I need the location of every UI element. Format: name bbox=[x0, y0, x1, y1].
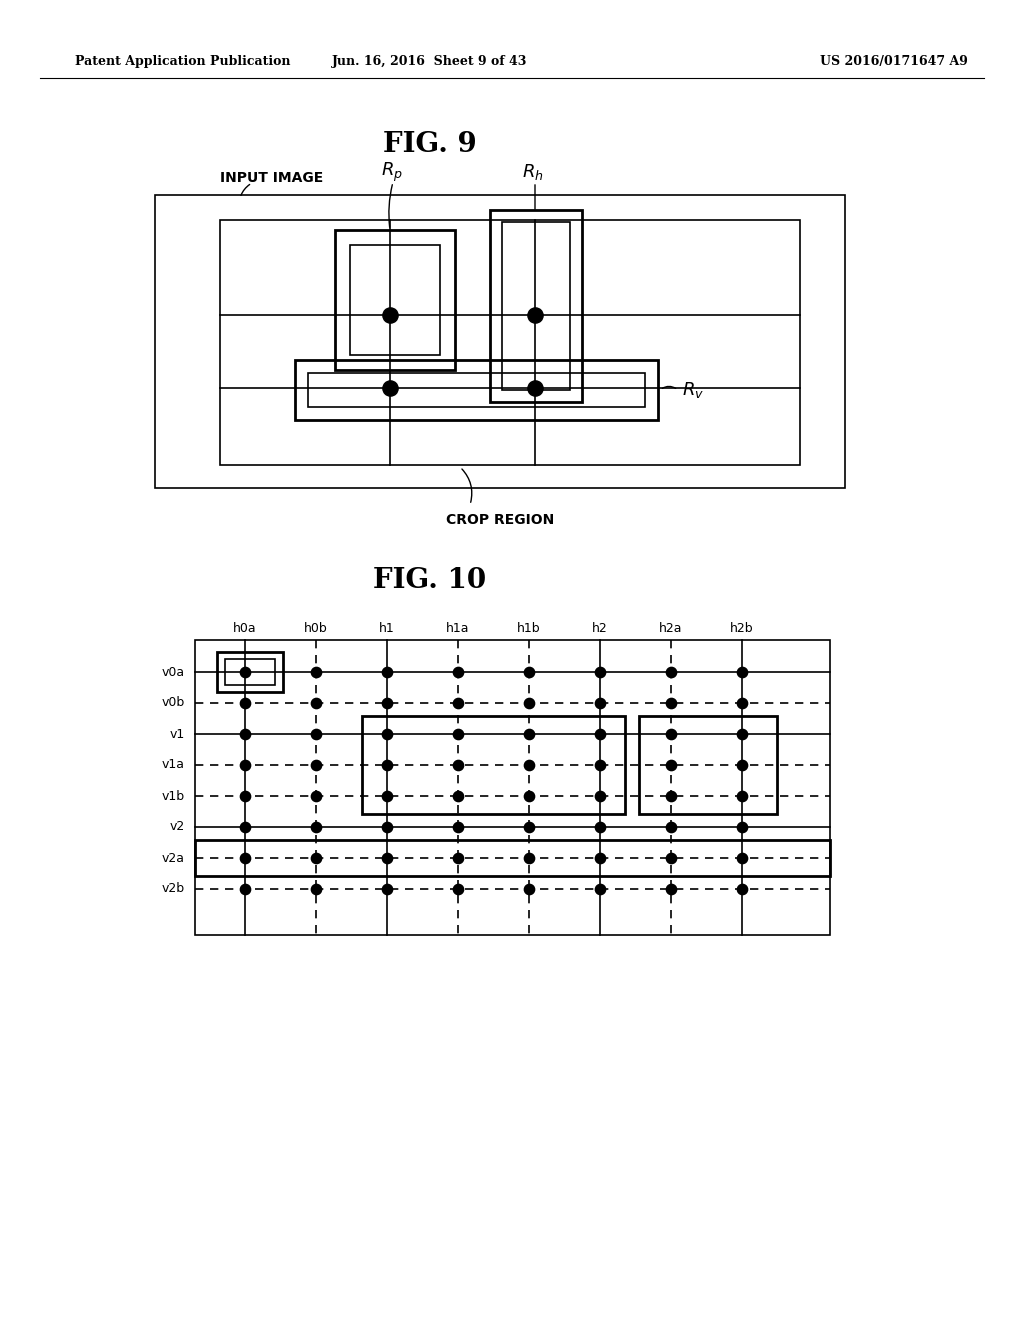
Point bbox=[526, 305, 543, 326]
Point bbox=[237, 878, 253, 899]
Text: v1b: v1b bbox=[162, 789, 185, 803]
Point bbox=[521, 785, 538, 807]
Point bbox=[379, 785, 395, 807]
Point bbox=[663, 847, 679, 869]
Text: Jun. 16, 2016  Sheet 9 of 43: Jun. 16, 2016 Sheet 9 of 43 bbox=[333, 55, 527, 69]
Text: US 2016/0171647 A9: US 2016/0171647 A9 bbox=[820, 55, 968, 69]
Text: v2: v2 bbox=[170, 821, 185, 833]
Point bbox=[663, 878, 679, 899]
Point bbox=[521, 847, 538, 869]
Point bbox=[308, 817, 325, 838]
Point bbox=[734, 723, 751, 744]
Point bbox=[379, 817, 395, 838]
Point bbox=[521, 693, 538, 714]
Point bbox=[592, 693, 608, 714]
Point bbox=[308, 661, 325, 682]
Point bbox=[308, 785, 325, 807]
Point bbox=[308, 723, 325, 744]
Point bbox=[592, 847, 608, 869]
Text: v0b: v0b bbox=[162, 697, 185, 710]
Text: h2a: h2a bbox=[659, 622, 683, 635]
Point bbox=[663, 817, 679, 838]
Point bbox=[450, 723, 466, 744]
Point bbox=[237, 661, 253, 682]
Point bbox=[521, 723, 538, 744]
Text: v1a: v1a bbox=[162, 759, 185, 771]
Point bbox=[379, 723, 395, 744]
Text: FIG. 10: FIG. 10 bbox=[374, 566, 486, 594]
Text: Patent Application Publication: Patent Application Publication bbox=[75, 55, 291, 69]
Point bbox=[308, 755, 325, 776]
Point bbox=[450, 661, 466, 682]
Point bbox=[663, 723, 679, 744]
Text: h2: h2 bbox=[592, 622, 608, 635]
FancyBboxPatch shape bbox=[195, 640, 830, 935]
Text: $R_h$: $R_h$ bbox=[522, 162, 544, 182]
Point bbox=[734, 661, 751, 682]
Point bbox=[592, 661, 608, 682]
Point bbox=[592, 755, 608, 776]
Point bbox=[237, 847, 253, 869]
Point bbox=[382, 305, 398, 326]
Point bbox=[379, 878, 395, 899]
Point bbox=[734, 785, 751, 807]
Text: v1: v1 bbox=[170, 727, 185, 741]
Point bbox=[450, 847, 466, 869]
Text: h1: h1 bbox=[379, 622, 395, 635]
Text: h2b: h2b bbox=[730, 622, 754, 635]
Point bbox=[663, 693, 679, 714]
Point bbox=[450, 817, 466, 838]
Text: h1b: h1b bbox=[517, 622, 541, 635]
Point bbox=[592, 817, 608, 838]
Point bbox=[734, 817, 751, 838]
FancyBboxPatch shape bbox=[220, 220, 800, 465]
Point bbox=[450, 755, 466, 776]
Point bbox=[237, 755, 253, 776]
Text: h1a: h1a bbox=[446, 622, 470, 635]
Point bbox=[450, 785, 466, 807]
Point bbox=[734, 878, 751, 899]
Point bbox=[521, 661, 538, 682]
Point bbox=[379, 661, 395, 682]
Text: v2a: v2a bbox=[162, 851, 185, 865]
Point bbox=[592, 723, 608, 744]
Point bbox=[521, 755, 538, 776]
Point bbox=[592, 785, 608, 807]
Text: h0a: h0a bbox=[233, 622, 257, 635]
Point bbox=[663, 661, 679, 682]
Point bbox=[450, 693, 466, 714]
Point bbox=[308, 693, 325, 714]
Point bbox=[379, 755, 395, 776]
Point bbox=[237, 693, 253, 714]
Point bbox=[521, 817, 538, 838]
Point bbox=[734, 693, 751, 714]
Point bbox=[237, 723, 253, 744]
Point bbox=[237, 785, 253, 807]
Point bbox=[663, 755, 679, 776]
Text: h0b: h0b bbox=[304, 622, 328, 635]
Text: INPUT IMAGE: INPUT IMAGE bbox=[220, 172, 324, 185]
Text: CROP REGION: CROP REGION bbox=[445, 513, 554, 527]
Point bbox=[734, 847, 751, 869]
Point bbox=[663, 785, 679, 807]
Point bbox=[592, 878, 608, 899]
Text: v0a: v0a bbox=[162, 665, 185, 678]
Point bbox=[526, 378, 543, 399]
Point bbox=[308, 847, 325, 869]
Point bbox=[450, 878, 466, 899]
Point bbox=[308, 878, 325, 899]
Point bbox=[237, 817, 253, 838]
Text: $R_v$: $R_v$ bbox=[682, 380, 705, 400]
Point bbox=[521, 878, 538, 899]
Text: $R_p$: $R_p$ bbox=[381, 161, 403, 183]
Point bbox=[382, 378, 398, 399]
Point bbox=[379, 693, 395, 714]
Point bbox=[734, 755, 751, 776]
Text: FIG. 9: FIG. 9 bbox=[383, 132, 477, 158]
FancyBboxPatch shape bbox=[155, 195, 845, 488]
Text: v2b: v2b bbox=[162, 883, 185, 895]
Point bbox=[379, 847, 395, 869]
